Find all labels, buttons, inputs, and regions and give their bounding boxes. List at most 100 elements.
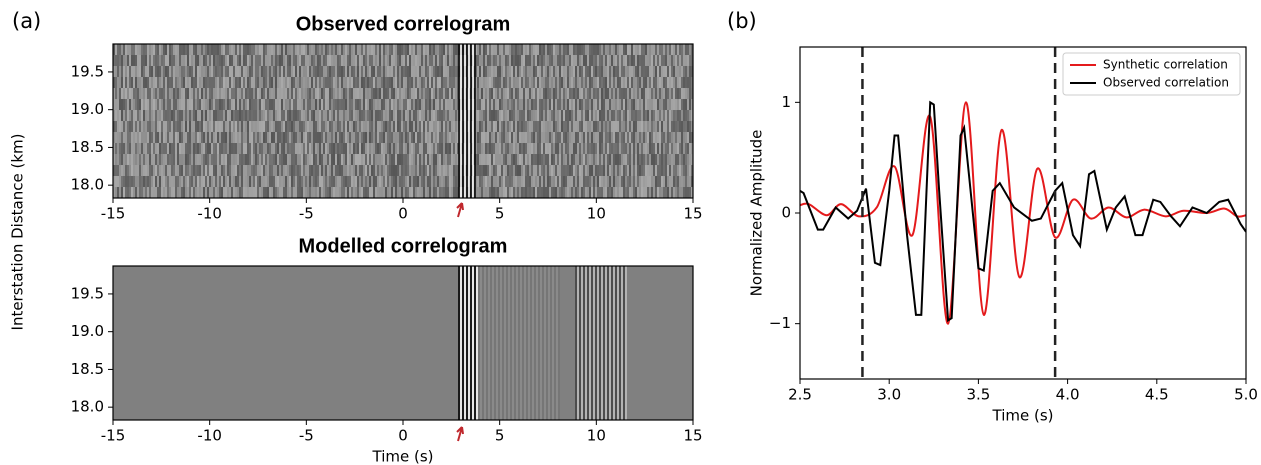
texture [203, 165, 205, 176]
texture [305, 55, 307, 66]
texture [141, 110, 143, 121]
texture [361, 165, 363, 176]
texture [219, 66, 221, 77]
texture [227, 55, 229, 66]
texture [327, 132, 329, 143]
texture [371, 187, 373, 198]
texture [149, 132, 151, 143]
texture [611, 176, 613, 187]
texture [299, 187, 301, 198]
texture [651, 99, 653, 110]
texture [343, 55, 345, 66]
texture [185, 165, 187, 176]
texture [595, 187, 597, 198]
texture [545, 88, 547, 99]
texture [279, 121, 281, 132]
texture [337, 121, 339, 132]
texture [481, 165, 483, 176]
texture [149, 44, 151, 55]
texture [157, 143, 159, 154]
texture [215, 132, 217, 143]
texture [453, 187, 455, 198]
texture [359, 154, 361, 165]
texture [615, 165, 617, 176]
texture [623, 121, 625, 132]
texture [571, 44, 573, 55]
texture [231, 176, 233, 187]
texture [271, 165, 273, 176]
texture [441, 44, 443, 55]
texture [429, 88, 431, 99]
texture [433, 132, 435, 143]
texture [683, 55, 685, 66]
texture [153, 77, 155, 88]
texture [121, 165, 123, 176]
texture [437, 121, 439, 132]
texture [179, 176, 181, 187]
texture [229, 110, 231, 121]
texture [143, 154, 145, 165]
texture [679, 187, 681, 198]
texture [481, 187, 483, 198]
texture [601, 176, 603, 187]
texture [495, 44, 497, 55]
texture [671, 88, 673, 99]
texture [159, 66, 161, 77]
x-tick-label: -15 [101, 205, 126, 223]
texture [421, 143, 423, 154]
texture [525, 88, 527, 99]
texture [439, 44, 441, 55]
texture [369, 121, 371, 132]
texture [275, 187, 277, 198]
texture [425, 88, 427, 99]
texture [283, 132, 285, 143]
texture [391, 55, 393, 66]
texture [583, 266, 585, 420]
texture [581, 99, 583, 110]
texture [135, 176, 137, 187]
texture [297, 44, 299, 55]
texture [247, 99, 249, 110]
texture [489, 121, 491, 132]
texture [173, 66, 175, 77]
texture [123, 110, 125, 121]
texture [357, 143, 359, 154]
texture [141, 55, 143, 66]
texture [425, 154, 427, 165]
texture [145, 88, 147, 99]
texture [595, 55, 597, 66]
texture [689, 121, 691, 132]
texture [621, 187, 623, 198]
texture [159, 88, 161, 99]
texture [381, 77, 383, 88]
texture [449, 99, 451, 110]
texture [119, 165, 121, 176]
texture [159, 132, 161, 143]
texture [435, 165, 437, 176]
texture [123, 187, 125, 198]
texture [679, 176, 681, 187]
texture [569, 143, 571, 154]
texture [235, 99, 237, 110]
texture [575, 77, 577, 88]
texture [261, 165, 263, 176]
texture [201, 143, 203, 154]
texture [565, 165, 567, 176]
texture [429, 121, 431, 132]
texture [329, 44, 331, 55]
texture [479, 121, 481, 132]
texture [547, 88, 549, 99]
texture [299, 55, 301, 66]
texture [213, 165, 215, 176]
texture [363, 55, 365, 66]
texture [329, 99, 331, 110]
texture [327, 44, 329, 55]
texture [141, 77, 143, 88]
texture [241, 154, 243, 165]
texture [253, 132, 255, 143]
texture [637, 99, 639, 110]
x-tick-label: 10 [587, 205, 606, 223]
texture [407, 66, 409, 77]
texture [279, 132, 281, 143]
texture [397, 88, 399, 99]
